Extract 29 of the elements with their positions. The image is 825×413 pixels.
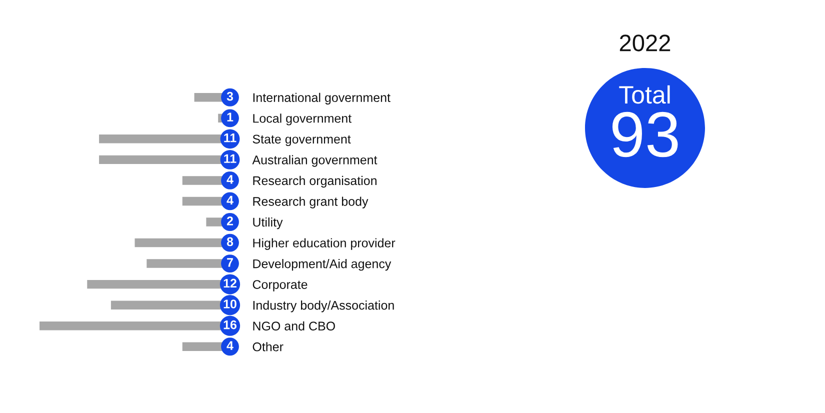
y-tick-label: International government [253,92,390,105]
y-tick-label: Research organisation [253,176,376,188]
y-tick-label: Local government [253,114,352,126]
y-tick-label: Higher education provider [253,238,396,250]
y-tick-label: Industry body/Association [253,300,394,312]
data-label: 11 [224,134,236,142]
data-label: 3 [226,92,234,101]
data-label: 12 [224,278,236,288]
y-tick-label: NGO and CBO [253,321,335,330]
data-label: 4 [226,341,234,350]
data-label: 4 [226,175,234,184]
text: 93 [612,112,678,158]
y-tick-label: State government [252,134,351,146]
data-label: 7 [227,258,233,267]
text: 2022 [620,34,670,52]
data-label: 4 [226,196,234,204]
data-label: 2 [226,216,233,226]
text: Total [619,85,670,104]
data-label: 16 [224,320,236,330]
data-label: 11 [224,154,236,163]
y-tick-label: Development/Aid agency [253,259,392,271]
data-label: 1 [227,112,234,122]
y-tick-label: Research grant body [253,196,368,208]
data-label: 10 [224,300,236,308]
y-tick-label: Australian government [252,155,378,167]
y-tick-label: Other [252,342,284,352]
data-label: 8 [226,237,234,246]
y-tick-label: Corporate [252,280,308,292]
y-tick-label: Utility [253,217,283,230]
